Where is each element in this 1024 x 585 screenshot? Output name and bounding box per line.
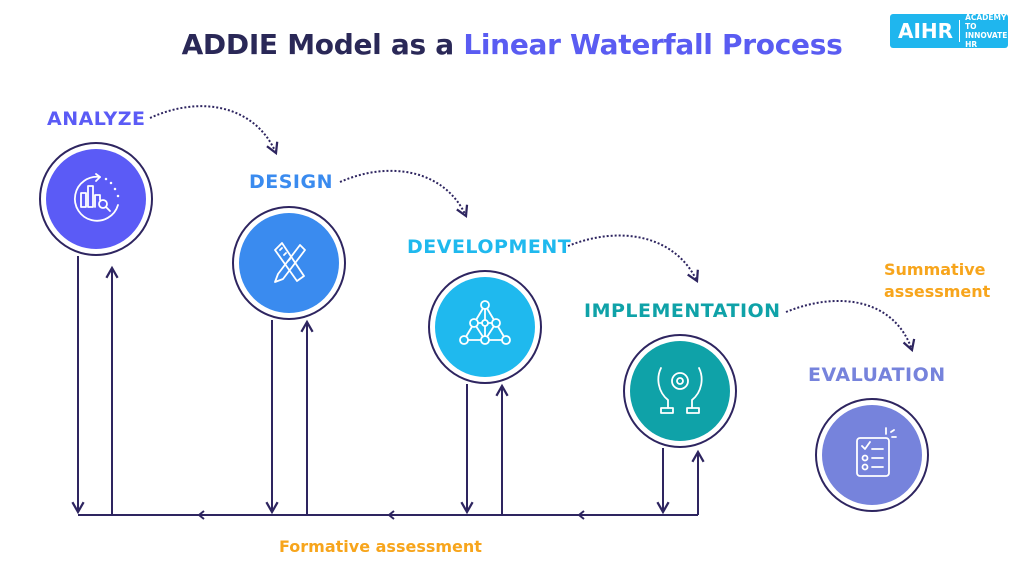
checklist-icon bbox=[856, 427, 897, 477]
pencil-ruler-icon bbox=[274, 242, 306, 283]
summative-assessment-label: Summative assessment bbox=[884, 259, 990, 303]
phase-label-implementation: IMPLEMENTATION bbox=[584, 300, 781, 322]
summative-line1: Summative bbox=[884, 260, 986, 279]
logo-tagline: ACADEMY TO INNOVATE HR bbox=[960, 13, 1008, 49]
network-triangle-icon bbox=[459, 300, 511, 345]
logo-line2: INNOVATE HR bbox=[965, 31, 1008, 49]
phase-circle-evaluation bbox=[815, 398, 929, 512]
connector-implementation-evaluation bbox=[785, 300, 916, 353]
summative-line2: assessment bbox=[884, 282, 991, 301]
phase-label-design: DESIGN bbox=[249, 171, 334, 193]
title-text: ADDIE Model as a bbox=[181, 28, 464, 61]
baseline-arrow bbox=[577, 510, 585, 520]
formative-assessment-label: Formative assessment bbox=[279, 537, 482, 556]
connector-development-implementation bbox=[567, 234, 699, 284]
phase-label-evaluation: EVALUATION bbox=[808, 364, 946, 386]
phase-label-development: DEVELOPMENT bbox=[407, 236, 572, 258]
phase-circle-implementation bbox=[623, 334, 737, 448]
hands-gear-icon bbox=[657, 367, 703, 414]
chart-analysis-icon bbox=[74, 173, 120, 222]
connector-analyze-design bbox=[149, 105, 279, 156]
page-title: ADDIE Model as a Linear Waterfall Proces… bbox=[0, 28, 1024, 61]
logo-mark: AIHR bbox=[890, 20, 961, 42]
baseline-arrow bbox=[197, 510, 205, 520]
baseline-arrow bbox=[387, 510, 395, 520]
connector-design-development bbox=[339, 169, 469, 219]
logo-line1: ACADEMY TO bbox=[965, 13, 1007, 31]
title-highlight: Linear Waterfall Process bbox=[463, 28, 843, 61]
aihr-logo: AIHR ACADEMY TO INNOVATE HR bbox=[890, 13, 1008, 49]
phase-circle-analyze bbox=[39, 142, 153, 256]
phase-circle-design bbox=[232, 206, 346, 320]
phase-label-analyze: ANALYZE bbox=[47, 108, 146, 130]
